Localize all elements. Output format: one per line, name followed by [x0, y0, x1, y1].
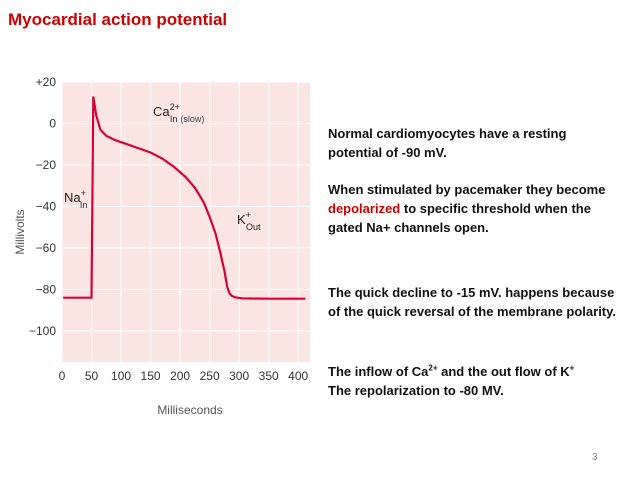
x-tick-label: 100	[111, 369, 131, 383]
p4-line2: The repolarization to -80 MV.	[328, 383, 504, 398]
y-tick-label: −60	[36, 241, 57, 255]
x-tick-label: 300	[229, 369, 249, 383]
x-tick-label: 0	[59, 369, 66, 383]
y-tick-labels: +20 0 −20 −40 −60 −80 −100	[29, 75, 56, 338]
x-tick-label: 50	[85, 369, 99, 383]
x-axis-title: Milliseconds	[157, 403, 222, 417]
y-tick-label: −40	[36, 199, 57, 213]
paragraph-depolarization: When stimulated by pacemaker they become…	[328, 180, 628, 237]
p4-line1-a: The inflow of Ca	[328, 364, 429, 379]
y-tick-label: −80	[36, 282, 57, 296]
p2-after: to specific threshold when the gated Na+…	[328, 201, 591, 235]
y-tick-label: +20	[36, 75, 57, 89]
action-potential-line	[63, 96, 306, 300]
grid	[61, 81, 310, 362]
p4-sup-k: +	[569, 363, 575, 373]
p4-line1-b: and the out flow of K	[437, 364, 570, 379]
annotation-na-in: Na+ In	[64, 188, 87, 210]
x-tick-label: 400	[288, 369, 308, 383]
paragraph-repolarization: The inflow of Ca2+ and the out flow of K…	[328, 362, 628, 400]
x-tick-label: 200	[170, 369, 190, 383]
action-potential-chart: +20 0 −20 −40 −60 −80 −100 0 50 100 150 200 250 300 3…	[13, 75, 310, 417]
y-axis-title: Millivolts	[13, 209, 27, 254]
highlight-depolarized: depolarized	[328, 201, 401, 216]
x-tick-labels: 0 50 100 150 200 250 300 350 400	[59, 369, 309, 383]
page-number: 3	[592, 452, 598, 463]
x-tick-label: 350	[259, 369, 279, 383]
p2-before: When stimulated by pacemaker they become	[328, 182, 606, 197]
paragraph-quick-decline: The quick decline to -15 mV. happens bec…	[328, 285, 617, 319]
x-tick-label: 150	[141, 369, 161, 383]
y-tick-label: 0	[49, 116, 56, 130]
annotation-k-out: K+ Out	[237, 210, 261, 232]
y-tick-label: −100	[29, 324, 56, 338]
annotation-ca-in: Ca2+ In (slow)	[153, 102, 204, 124]
paragraph-resting-potential: Normal cardiomyocytes have a resting pot…	[328, 126, 567, 160]
x-tick-label: 250	[200, 369, 220, 383]
y-tick-label: −20	[36, 158, 57, 172]
slide-title: Myocardial action potential	[8, 10, 228, 29]
p4-sup-ca: 2+	[428, 363, 438, 373]
